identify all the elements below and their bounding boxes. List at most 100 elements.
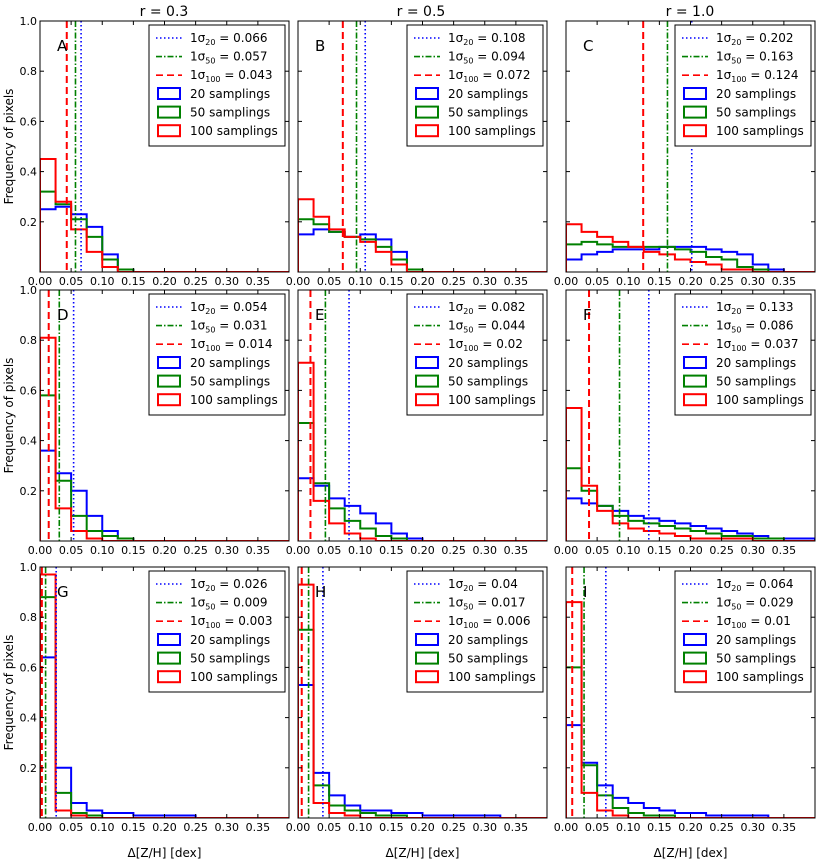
x-tick-label: 0.35 [246,821,271,834]
legend: 1σ20 = 0.064 1σ50 = 0.029 1σ100 = 0.01 20 s… [674,570,812,693]
x-tick-label: 0.30 [473,544,498,557]
column-titles: r = 0.3 r = 0.5 r = 1.0 [140,4,715,20]
legend-sigma-s20: 1σ20 = 0.064 [716,577,793,593]
legend-swatch-s50 [157,651,181,665]
legend-sigma-s20: 1σ20 = 0.026 [190,577,267,593]
panels-grid: 0.00 0.05 0.10 0.15 0.20 0.25 0.30 0.35 0.2 0.4 0.… [20,15,816,834]
legend-sigma-s100: 1σ100 = 0.01 [716,614,791,630]
histogram-s100 [40,336,289,541]
column-title-r03: r = 0.3 [140,4,189,20]
legend: 1σ20 = 0.133 1σ50 = 0.086 1σ100 = 0.037 20 … [674,293,812,416]
panel-B: 0.00 0.05 0.10 0.15 0.20 0.25 0.30 0.35 B 1σ20 = … [286,20,548,288]
y-tick-label: 0.4 [20,435,38,448]
x-tick-label: 0.00 [554,275,579,288]
legend-sigma-s100: 1σ100 = 0.124 [716,68,799,84]
legend-sigma-s50: 1σ50 = 0.031 [190,319,267,335]
histogram-s50 [298,628,547,818]
legend-label-s50: 50 samplings [716,375,796,389]
legend-label-s20: 20 samplings [448,633,528,647]
histogram-s50 [40,596,289,818]
histogram-s50 [40,394,289,541]
legend-sigma-s100: 1σ100 = 0.072 [448,68,531,84]
x-tick-label: 0.05 [59,821,84,834]
x-tick-label: 0.05 [59,275,84,288]
x-tick-label: 0.05 [585,821,610,834]
legend-sigma-s50: 1σ50 = 0.044 [448,319,525,335]
x-tick-label: 0.05 [317,275,342,288]
legend-swatch-s20 [683,356,707,369]
x-tick-label: 0.20 [410,275,435,288]
x-tick-label: 0.00 [554,821,579,834]
x-tick-label: 0.25 [709,821,734,834]
histogram-s100 [298,583,547,818]
legend-label-s20: 20 samplings [716,356,796,370]
x-tick-label: 0.35 [246,275,271,288]
histogram-group [40,336,289,541]
legend-box [148,570,286,693]
x-tick-label: 0.15 [379,275,404,288]
legend: 1σ20 = 0.04 1σ50 = 0.017 1σ100 = 0.006 20 s… [406,570,544,693]
histogram-s50 [566,666,815,818]
y-tick-label: 1.0 [20,561,38,574]
panel-letter: C [583,37,593,55]
panel-letter: D [57,306,69,324]
legend: 1σ20 = 0.082 1σ50 = 0.044 1σ100 = 0.02 20 s… [406,293,544,416]
legend-sigma-s20: 1σ20 = 0.082 [448,300,525,316]
legend-sigma-s50: 1σ50 = 0.017 [448,596,525,612]
panel-letter: E [315,306,324,324]
y-tick-label: 0.2 [20,216,38,229]
x-tick-label: 0.00 [554,544,579,557]
x-tick-label: 0.30 [741,821,766,834]
legend-label-s100: 100 samplings [716,393,804,407]
x-tick-label: 0.25 [183,821,208,834]
legend-swatch-s20 [157,87,181,100]
histogram-s100 [298,198,547,272]
x-tick-label: 0.15 [121,821,146,834]
legend-label-s100: 100 samplings [190,393,278,407]
histogram-group [298,198,547,272]
legend-sigma-s100: 1σ100 = 0.043 [190,68,273,84]
legend: 1σ20 = 0.054 1σ50 = 0.031 1σ100 = 0.014 20 … [148,293,286,416]
x-tick-label: 0.00 [286,275,311,288]
histogram-group [40,158,289,272]
x-tick-label: 0.10 [90,544,115,557]
x-tick-label: 0.00 [286,821,311,834]
x-tick-label: 0.05 [585,275,610,288]
x-tick-label: 0.25 [709,544,734,557]
x-tick-label: 0.20 [152,275,177,288]
histogram-s20 [40,205,289,272]
legend-sigma-s100: 1σ100 = 0.02 [448,337,523,353]
legend-sigma-s100: 1σ100 = 0.037 [716,337,799,353]
histogram-s20 [566,497,815,541]
legend-label-s20: 20 samplings [190,87,270,101]
legend-label-s20: 20 samplings [448,356,528,370]
legend-sigma-s50: 1σ50 = 0.029 [716,596,793,612]
x-tick-label: 0.30 [215,821,240,834]
x-tick-label: 0.25 [183,275,208,288]
histogram-group [298,361,547,541]
legend-swatch-s100 [157,393,181,407]
legend-label-s100: 100 samplings [448,393,536,407]
y-tick-label: 0.8 [20,611,38,624]
x-tick-label: 0.25 [441,544,466,557]
legend-swatch-s20 [157,356,181,369]
legend-label-s50: 50 samplings [448,652,528,666]
legend-swatch-s100 [415,124,439,138]
panel-letter: A [57,37,68,55]
y-tick-label: 0.8 [20,334,38,347]
histogram-s100 [566,406,815,541]
x-tick-label: 0.05 [317,544,342,557]
legend-sigma-s50: 1σ50 = 0.009 [190,596,267,612]
legend: 1σ20 = 0.066 1σ50 = 0.057 1σ100 = 0.043 20 … [148,24,286,147]
x-tick-label: 0.05 [317,821,342,834]
x-tick-label: 0.30 [215,275,240,288]
axis-labels: Frequency of pixels Frequency of pixels Fr… [2,89,727,860]
legend-sigma-s50: 1σ50 = 0.094 [448,50,525,66]
x-tick-label: 0.35 [504,275,529,288]
x-tick-label: 0.30 [741,275,766,288]
x-tick-label: 0.00 [28,544,53,557]
histogram-s100 [566,601,815,818]
x-tick-label: 0.10 [90,821,115,834]
legend-swatch-s20 [683,87,707,100]
